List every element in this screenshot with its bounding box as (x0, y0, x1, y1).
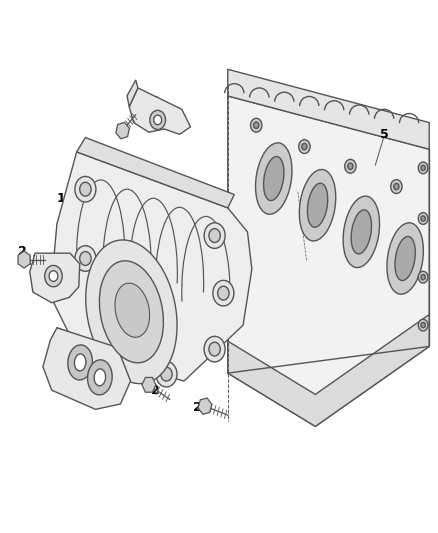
Polygon shape (18, 251, 30, 268)
Text: 2: 2 (151, 384, 160, 397)
Polygon shape (116, 123, 129, 139)
Text: 3: 3 (150, 95, 159, 108)
Circle shape (204, 336, 225, 362)
Circle shape (391, 180, 402, 193)
Text: 2: 2 (193, 401, 201, 414)
Text: 2: 2 (18, 245, 27, 258)
Ellipse shape (387, 223, 424, 294)
Circle shape (80, 252, 91, 265)
Circle shape (156, 361, 177, 387)
Ellipse shape (395, 237, 415, 280)
Circle shape (209, 342, 220, 356)
Circle shape (49, 271, 58, 281)
Polygon shape (43, 328, 131, 409)
Ellipse shape (351, 210, 371, 254)
Polygon shape (77, 138, 234, 208)
Circle shape (92, 302, 113, 327)
Polygon shape (228, 69, 429, 149)
Text: 4: 4 (35, 280, 44, 293)
Polygon shape (228, 314, 429, 426)
Ellipse shape (307, 183, 328, 227)
Ellipse shape (299, 169, 336, 241)
Ellipse shape (255, 143, 292, 214)
Circle shape (302, 143, 307, 150)
Circle shape (418, 162, 428, 174)
Circle shape (421, 165, 425, 171)
Circle shape (348, 163, 353, 169)
Circle shape (150, 110, 166, 130)
Polygon shape (127, 80, 138, 107)
Polygon shape (198, 398, 212, 414)
Ellipse shape (94, 369, 106, 386)
Circle shape (154, 115, 162, 125)
Text: 6: 6 (88, 348, 96, 361)
Ellipse shape (264, 157, 284, 200)
Circle shape (213, 280, 234, 306)
Ellipse shape (115, 283, 150, 337)
Ellipse shape (99, 261, 163, 363)
Circle shape (75, 246, 96, 271)
Circle shape (209, 229, 220, 243)
Circle shape (418, 271, 428, 283)
Polygon shape (50, 152, 252, 381)
Circle shape (394, 183, 399, 190)
Circle shape (75, 176, 96, 202)
Circle shape (421, 322, 425, 328)
Circle shape (80, 182, 91, 196)
Circle shape (251, 118, 262, 132)
Polygon shape (142, 377, 156, 392)
Circle shape (421, 216, 425, 221)
Ellipse shape (88, 360, 112, 395)
Text: 2: 2 (69, 366, 78, 378)
Ellipse shape (86, 240, 177, 384)
Polygon shape (129, 88, 191, 134)
Text: 1: 1 (57, 192, 66, 205)
Ellipse shape (68, 345, 92, 380)
Circle shape (97, 308, 109, 321)
Circle shape (418, 213, 428, 224)
Circle shape (345, 159, 356, 173)
Ellipse shape (343, 196, 380, 268)
Polygon shape (228, 96, 429, 426)
Circle shape (299, 140, 310, 154)
Circle shape (218, 286, 229, 300)
Polygon shape (30, 253, 80, 303)
Circle shape (161, 367, 172, 381)
Ellipse shape (74, 354, 86, 371)
Circle shape (204, 223, 225, 248)
Text: 5: 5 (380, 128, 389, 141)
Circle shape (418, 319, 428, 331)
Circle shape (254, 122, 259, 128)
Circle shape (45, 265, 62, 287)
Circle shape (421, 274, 425, 280)
